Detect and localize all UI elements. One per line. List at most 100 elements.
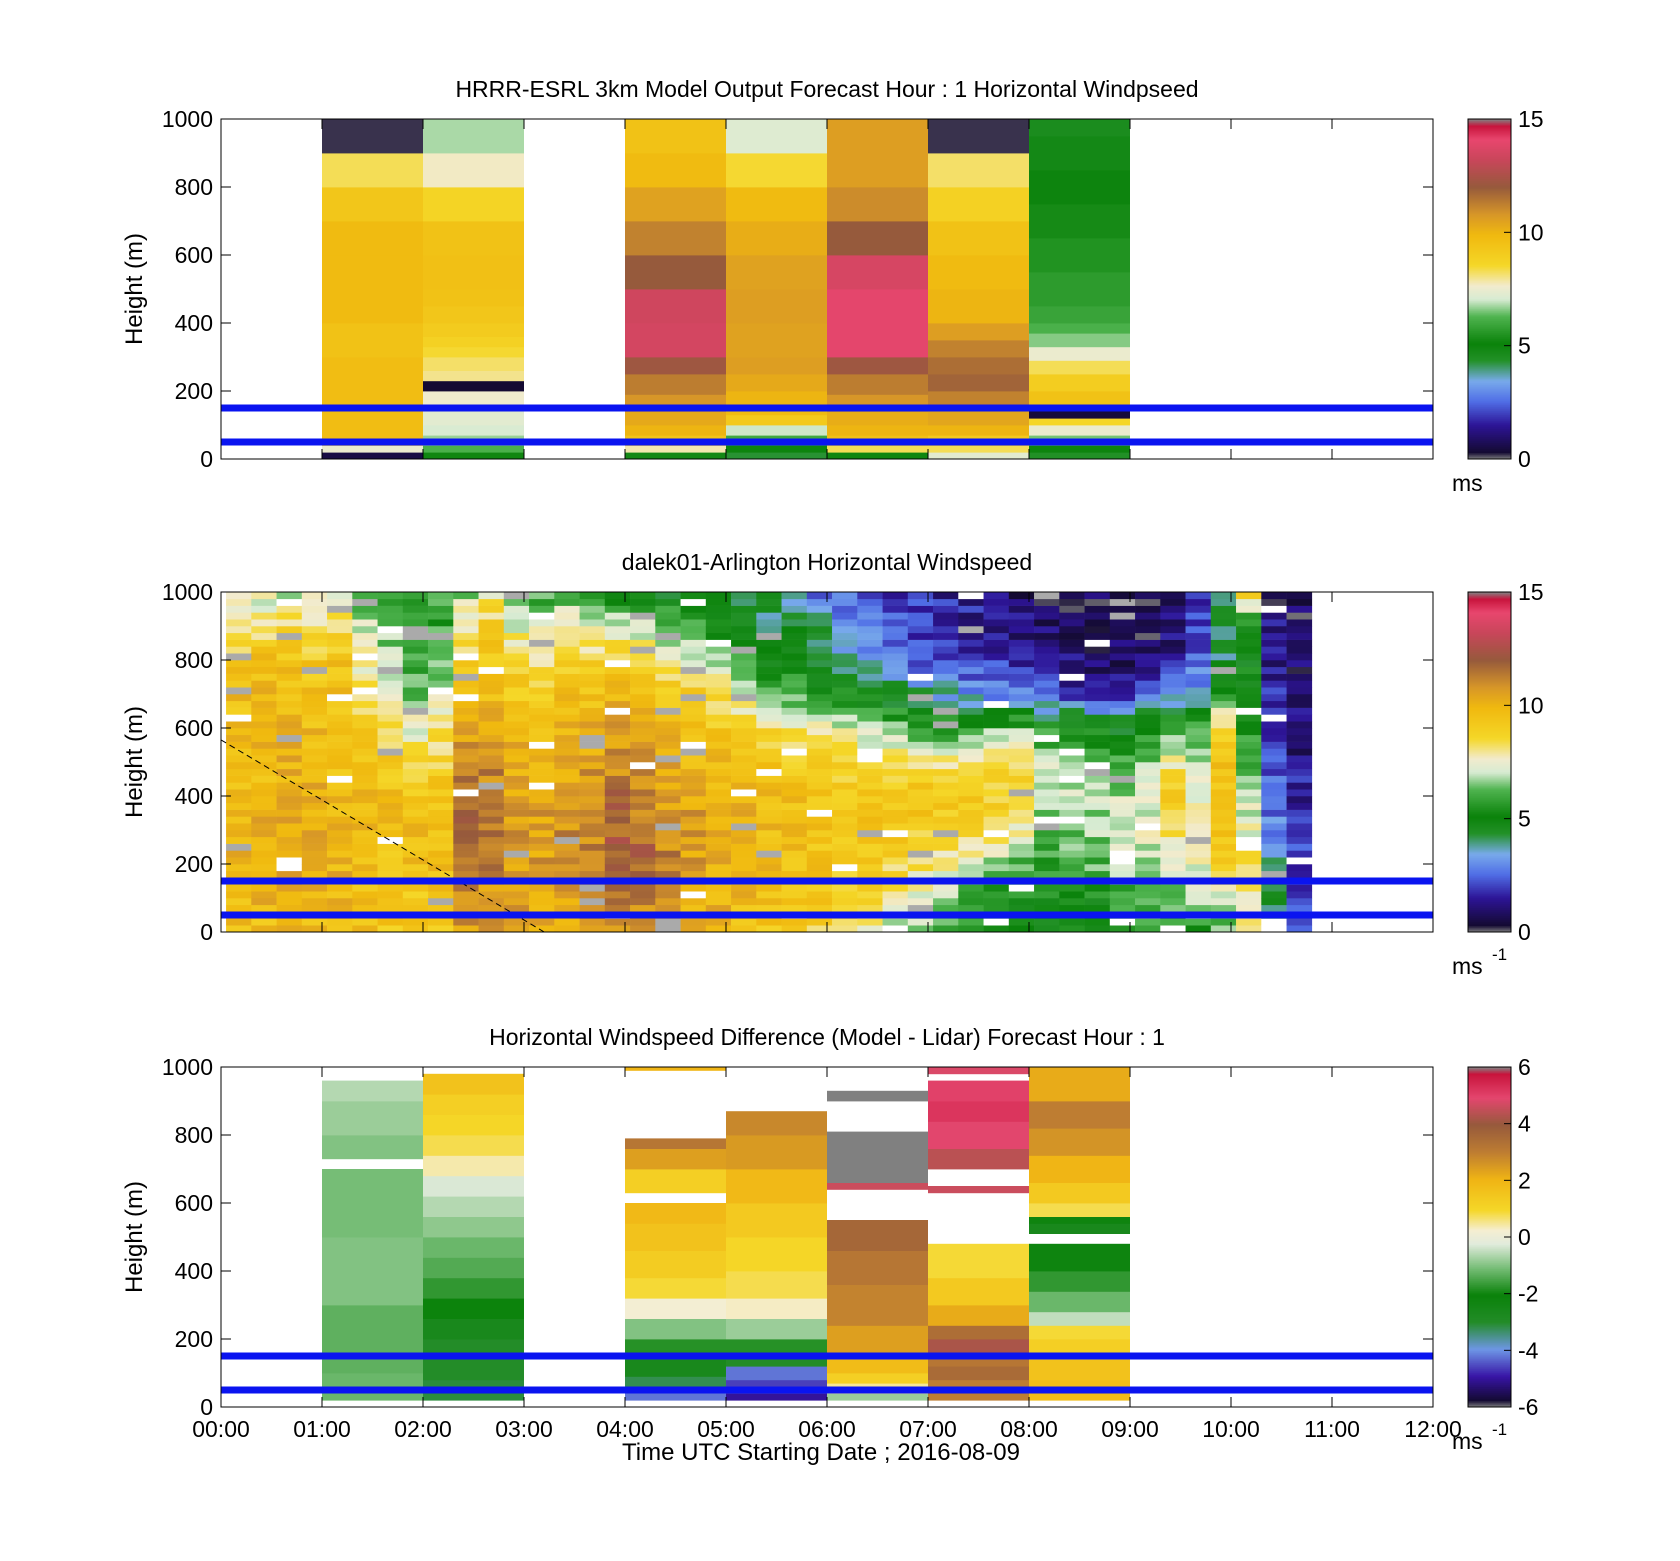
colorbar-swatch [1468, 235, 1511, 238]
heatmap-cell [857, 680, 883, 688]
heatmap-cell [276, 864, 303, 872]
heatmap-cell [781, 721, 808, 729]
heatmap-cell [1185, 612, 1212, 620]
heatmap-cell [1236, 809, 1262, 817]
colorbar-swatch [1468, 457, 1511, 460]
heatmap-cell [1029, 1203, 1130, 1217]
heatmap-cell [1034, 809, 1060, 817]
heatmap-cell [301, 925, 328, 933]
heatmap-cell [832, 707, 858, 715]
heatmap-cell [423, 1155, 524, 1177]
heatmap-cell [1286, 925, 1313, 933]
heatmap-cell [453, 728, 479, 736]
heatmap-cell [428, 666, 454, 674]
heatmap-cell [655, 836, 681, 844]
heatmap-cell [428, 850, 454, 858]
heatmap-cell [352, 864, 378, 872]
heatmap-cell [933, 755, 959, 763]
heatmap-cell [630, 775, 656, 783]
heatmap-cell [1210, 782, 1237, 790]
heatmap-cell [1261, 782, 1287, 790]
heatmap-cell [1008, 918, 1035, 926]
heatmap-cell [503, 605, 530, 613]
heatmap-cell [251, 619, 277, 627]
heatmap-cell [907, 898, 934, 906]
heatmap-cell [1109, 782, 1136, 790]
heatmap-cell [756, 721, 782, 729]
colorbar-swatch [1468, 1329, 1511, 1332]
heatmap-cell [352, 680, 378, 688]
heatmap-cell [1185, 816, 1212, 824]
heatmap-cell [322, 1237, 423, 1306]
heatmap-cell [680, 898, 707, 906]
heatmap-cell [554, 666, 580, 674]
colorbar-swatch [1468, 387, 1511, 390]
heatmap-cell [958, 673, 984, 681]
heatmap-cell [928, 323, 1029, 341]
heatmap-cell [529, 796, 555, 804]
heatmap-cell [933, 925, 959, 933]
heatmap-cell [478, 904, 505, 912]
heatmap-cell [352, 666, 378, 674]
heatmap-cell [857, 782, 883, 790]
heatmap-cell [554, 694, 580, 702]
colorbar-swatch [1468, 910, 1511, 913]
heatmap-cell [1286, 639, 1313, 647]
heatmap-cell [503, 857, 530, 865]
panel-title: dalek01-Arlington Horizontal Windspeed [622, 549, 1032, 575]
heatmap-cell [503, 768, 530, 776]
heatmap-cell [402, 836, 429, 844]
colorbar-swatch [1468, 1391, 1511, 1394]
colorbar-swatch [1468, 1209, 1511, 1212]
heatmap-cell [453, 796, 479, 804]
heatmap-cell [655, 802, 681, 810]
heatmap-cell [554, 748, 580, 756]
heatmap-cell [781, 836, 808, 844]
heatmap-cell [781, 673, 808, 681]
colorbar-swatch [1468, 1111, 1511, 1114]
heatmap-cell [529, 660, 555, 668]
colorbar-swatch [1468, 1349, 1511, 1352]
heatmap-cell [928, 1366, 1029, 1381]
heatmap-cell [1084, 748, 1111, 756]
colorbar-swatch [1468, 119, 1511, 122]
heatmap-cell [1109, 728, 1136, 736]
colorbar-swatch [1468, 830, 1511, 833]
colorbar-swatch [1468, 139, 1511, 142]
heatmap-cell [1008, 870, 1035, 878]
heatmap-cell [402, 870, 429, 878]
heatmap-cell [958, 632, 984, 640]
heatmap-cell [503, 762, 530, 770]
heatmap-cell [882, 646, 909, 654]
heatmap-cell [529, 632, 555, 640]
heatmap-cell [301, 653, 328, 661]
heatmap-cell [806, 741, 833, 749]
heatmap-cell [655, 694, 681, 702]
heatmap-cell [251, 612, 277, 620]
heatmap-cell [423, 153, 524, 188]
heatmap-cell [327, 680, 353, 688]
heatmap-cell [322, 1135, 423, 1160]
heatmap-cell [377, 775, 404, 783]
colorbar-swatch [1468, 123, 1511, 126]
colorbar-swatch [1468, 1077, 1511, 1080]
heatmap-cell [857, 626, 883, 634]
heatmap-cell [1109, 707, 1136, 715]
heatmap-cell [352, 891, 378, 899]
heatmap-cell [402, 592, 429, 600]
heatmap-cell [781, 700, 808, 708]
heatmap-cell [907, 823, 934, 831]
heatmap-cell [428, 741, 454, 749]
y-tick-label: 800 [175, 647, 213, 673]
colorbar-swatch [1468, 674, 1511, 677]
colorbar-swatch [1468, 706, 1511, 709]
heatmap-cell [428, 782, 454, 790]
heatmap-cell [301, 823, 328, 831]
heatmap-cell [857, 673, 883, 681]
heatmap-cell [327, 870, 353, 878]
heatmap-cell [983, 843, 1010, 851]
heatmap-cell [352, 768, 378, 776]
heatmap-cell [529, 700, 555, 708]
heatmap-cell [1109, 918, 1136, 926]
heatmap-cell [478, 741, 505, 749]
